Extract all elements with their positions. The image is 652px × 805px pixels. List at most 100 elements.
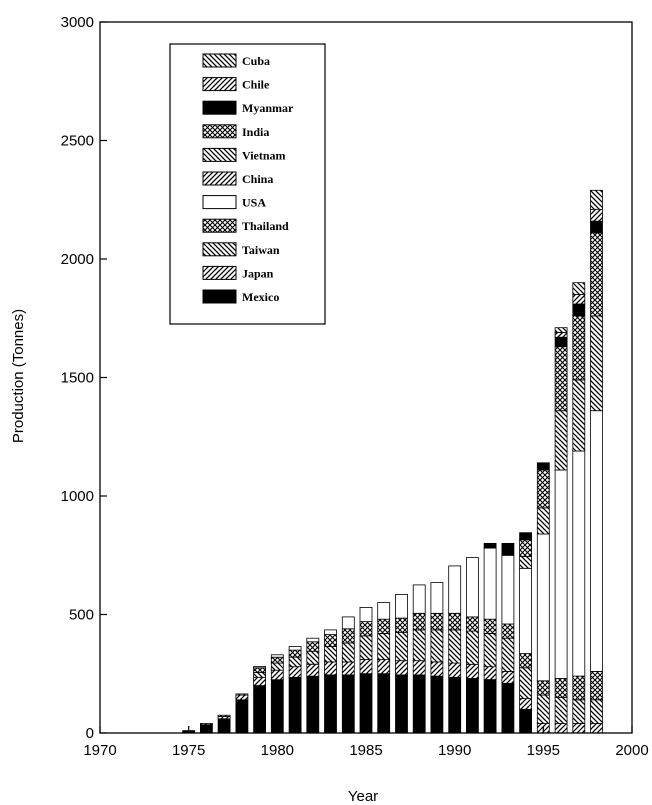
bar-myanmar-1992 xyxy=(483,543,497,549)
legend-label-thailand: Thailand xyxy=(242,219,289,233)
bar-mexico-1980 xyxy=(270,679,284,734)
bar-thailand-1982 xyxy=(306,641,320,652)
legend-label-japan: Japan xyxy=(242,266,274,280)
bar-india-1996 xyxy=(554,346,568,412)
bar-japan-1980 xyxy=(270,669,284,681)
bar-taiwan-1977 xyxy=(217,714,231,717)
bar-mexico-1987 xyxy=(395,674,408,734)
bar-usa-1979 xyxy=(253,666,267,669)
legend-swatch-myanmar xyxy=(202,100,237,115)
bar-chile-1997 xyxy=(572,294,586,305)
bar-usa-1984 xyxy=(341,616,355,630)
bar-myanmar-1996 xyxy=(554,336,568,348)
bar-usa-1997 xyxy=(572,450,586,677)
bar-thailand-1998 xyxy=(590,671,603,701)
y-tick-label: 1000 xyxy=(61,488,94,505)
bar-taiwan-1991 xyxy=(465,630,479,665)
bar-taiwan-1978 xyxy=(235,693,249,696)
bar-mexico-1976 xyxy=(199,724,213,734)
x-tick-label: 1980 xyxy=(261,742,294,759)
bar-usa-1985 xyxy=(359,607,373,623)
bar-thailand-1983 xyxy=(324,634,337,647)
legend: Cuba Chile Myanmar India Vietnam China USA Thai… xyxy=(169,43,326,325)
legend-label-taiwan: Taiwan xyxy=(242,243,280,257)
legend-swatch-china xyxy=(202,171,237,186)
y-tick-label: 0 xyxy=(86,725,94,742)
bar-taiwan-1992 xyxy=(483,633,497,668)
bar-taiwan-1980 xyxy=(270,662,284,671)
bar-japan-1987 xyxy=(395,660,408,676)
bar-taiwan-1989 xyxy=(430,629,444,663)
bar-mexico-1985 xyxy=(359,673,373,734)
bar-usa-1995 xyxy=(536,533,550,682)
bar-taiwan-1990 xyxy=(448,629,462,664)
bar-thailand-1981 xyxy=(288,649,302,658)
bar-mexico-1978 xyxy=(235,699,249,734)
bar-thailand-1991 xyxy=(465,616,479,632)
y-tick-label: 2000 xyxy=(61,251,94,268)
bar-stacks xyxy=(182,189,603,734)
bar-taiwan-1988 xyxy=(412,629,426,662)
legend-swatch-cuba xyxy=(202,53,237,68)
bar-japan-1978 xyxy=(235,694,249,701)
bar-thailand-1996 xyxy=(554,678,568,698)
bar-usa-1980 xyxy=(270,654,284,658)
bar-vietnam-1995 xyxy=(536,507,550,535)
bar-cuba-1998 xyxy=(590,189,603,210)
y-tick-label: 1500 xyxy=(61,370,94,387)
bar-taiwan-1987 xyxy=(395,631,408,662)
bar-myanmar-1993 xyxy=(501,543,515,556)
bar-mexico-1979 xyxy=(253,685,267,734)
bar-usa-1981 xyxy=(288,646,302,651)
bar-thailand-1980 xyxy=(270,656,284,664)
bar-usa-1989 xyxy=(430,582,444,614)
bar-mexico-1986 xyxy=(377,673,391,734)
bar-vietnam-1994 xyxy=(519,556,532,569)
bar-mexico-1982 xyxy=(306,675,320,734)
legend-swatch-thailand xyxy=(202,218,237,233)
bar-taiwan-1995 xyxy=(536,694,550,724)
bar-japan-1983 xyxy=(324,661,337,676)
bar-taiwan-1986 xyxy=(377,633,391,661)
bar-japan-1998 xyxy=(590,723,603,734)
bar-usa-1994 xyxy=(519,567,532,654)
bar-usa-1998 xyxy=(590,410,603,672)
bar-chile-1998 xyxy=(590,208,603,222)
legend-box xyxy=(169,43,326,325)
x-tick-label: 2000 xyxy=(615,742,648,759)
bar-thailand-1984 xyxy=(341,628,355,644)
bar-usa-1991 xyxy=(465,557,479,618)
bar-usa-1990 xyxy=(448,565,462,614)
bar-japan-1996 xyxy=(554,723,568,734)
bar-japan-1976 xyxy=(199,723,213,726)
bar-thailand-1992 xyxy=(483,618,497,634)
legend-swatch-taiwan xyxy=(202,242,237,257)
bar-taiwan-1997 xyxy=(572,699,586,724)
bar-japan-1994 xyxy=(519,698,532,710)
bar-myanmar-1995 xyxy=(536,462,550,471)
bar-japan-1984 xyxy=(341,661,355,676)
bar-taiwan-1998 xyxy=(590,699,603,724)
bar-japan-1992 xyxy=(483,666,497,680)
legend-swatch-chile xyxy=(202,77,237,92)
bar-cuba-1997 xyxy=(572,282,586,295)
bar-taiwan-1981 xyxy=(288,656,302,668)
x-tick-label: 1975 xyxy=(172,742,205,759)
bar-mexico-1981 xyxy=(288,676,302,734)
bar-thailand-1979 xyxy=(253,667,267,673)
bar-japan-1979 xyxy=(253,676,267,686)
bar-vietnam-1998 xyxy=(590,315,603,412)
y-axis-ticks: 0 500 1000 1500 2000 2500 3000 xyxy=(61,14,107,742)
x-tick-label: 1990 xyxy=(438,742,471,759)
bar-thailand-1985 xyxy=(359,621,373,637)
bar-japan-1986 xyxy=(377,659,391,675)
bar-taiwan-1982 xyxy=(306,650,320,665)
bar-japan-1990 xyxy=(448,662,462,678)
bar-taiwan-1993 xyxy=(501,637,515,672)
bar-japan-1991 xyxy=(465,663,479,679)
bar-india-1994 xyxy=(519,539,532,557)
y-tick-label: 3000 xyxy=(61,14,94,31)
x-axis-ticks: 1970 1975 1980 1985 1990 1995 2000 xyxy=(83,726,649,759)
bar-mexico-1977 xyxy=(217,718,231,734)
